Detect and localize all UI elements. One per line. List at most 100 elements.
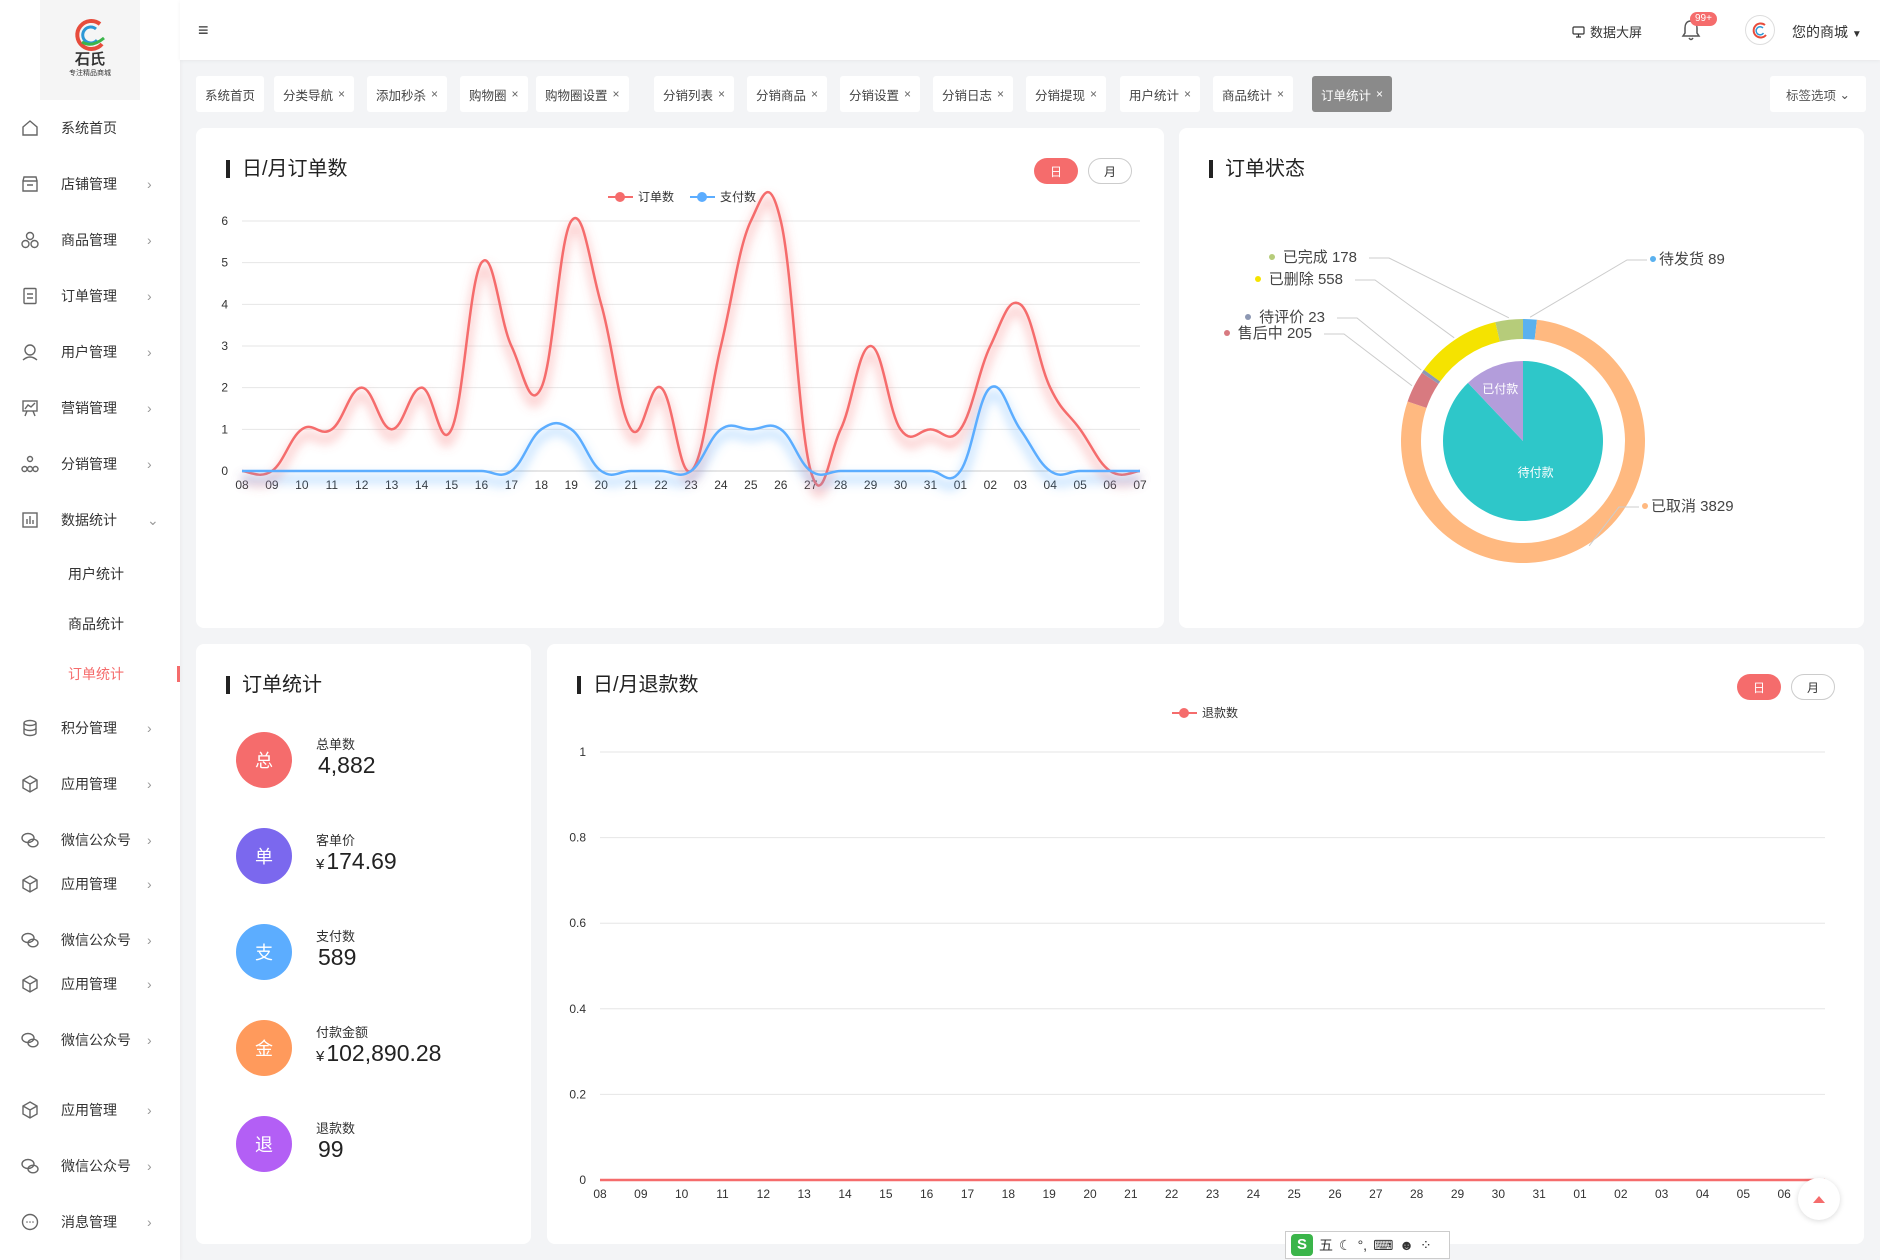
tab-6[interactable]: 分销商品 × (747, 76, 828, 112)
ime-toolbar[interactable]: S 五 ☾ °, ⌨ ☻ ⁘ (1285, 1231, 1450, 1259)
close-icon[interactable]: × (904, 87, 912, 101)
close-icon[interactable]: × (1277, 87, 1285, 101)
outer-ring-slice[interactable] (1495, 319, 1523, 342)
chevron-icon: › (147, 976, 152, 992)
close-icon[interactable]: × (997, 87, 1005, 101)
user-icon (22, 344, 38, 361)
chevron-icon: › (147, 720, 152, 736)
sidebar-item-user[interactable]: 用户管理 › (0, 332, 180, 372)
sidebar-item-order[interactable]: 订单管理 › (0, 276, 180, 316)
sidebar-subitem[interactable]: 商品统计 (0, 604, 180, 644)
legend-item[interactable]: 支付数 (690, 188, 756, 205)
outer-ring-slice[interactable] (1407, 372, 1439, 408)
orders-day-toggle[interactable]: 日 (1034, 158, 1078, 184)
chevron-icon: › (147, 176, 152, 192)
sidebar-item-app[interactable]: 应用管理 › (0, 764, 180, 804)
legend-label: 退款数 (1202, 706, 1239, 720)
outer-ring-slice[interactable] (1423, 322, 1500, 382)
sidebar-item-wechat[interactable]: 微信公众号 › (0, 920, 180, 960)
sidebar-item-points[interactable]: 积分管理 › (0, 708, 180, 748)
logo-title: 石氏 (74, 51, 105, 68)
points-icon (23, 719, 37, 737)
stat-label: 支付数 (316, 929, 356, 944)
close-icon[interactable]: × (1184, 87, 1192, 101)
ime-mode: 五 (1319, 1237, 1333, 1253)
label-leader-line (1588, 506, 1639, 547)
sidebar-subitem-label: 商品统计 (68, 616, 124, 632)
tab-0[interactable]: 系统首页 (196, 76, 265, 112)
order-status-title: 订单状态 (1209, 159, 1305, 179)
sidebar-item-app[interactable]: 应用管理 › (0, 964, 180, 1004)
close-icon[interactable]: × (511, 87, 519, 101)
orders-month-toggle[interactable]: 月 (1088, 158, 1132, 184)
inner-pie-slice[interactable] (1467, 361, 1523, 441)
y-tick-label: 5 (221, 256, 228, 270)
sidebar-subitem[interactable]: 用户统计 (0, 554, 180, 594)
legend-item[interactable]: 退款数 (1172, 704, 1238, 721)
sidebar-item-goods[interactable]: 商品管理 › (0, 220, 180, 260)
series-line (241, 191, 1141, 487)
stat-number: 589 (318, 944, 357, 970)
close-icon[interactable]: × (811, 87, 819, 101)
tab-9[interactable]: 分销提现 × (1026, 76, 1107, 112)
label-dot (1269, 254, 1275, 260)
label-dot (1245, 314, 1251, 320)
logo[interactable]: 石氏 专注精品商城 (40, 0, 140, 100)
tab-10[interactable]: 用户统计 × (1120, 76, 1201, 112)
app-icon (22, 975, 38, 993)
tab-1[interactable]: 分类导航 × (274, 76, 355, 112)
close-icon[interactable]: × (338, 87, 346, 101)
big-screen-link[interactable]: 数据大屏 (1572, 22, 1642, 41)
sidebar-item-wechat[interactable]: 微信公众号 › (0, 820, 180, 860)
sidebar-item-distribution[interactable]: 分销管理 › (0, 444, 180, 484)
chevron-icon: ⌄ (147, 511, 159, 528)
stat-icon: 金 (236, 1020, 292, 1076)
sidebar-item-statistics[interactable]: 数据统计 ⌄ (0, 500, 180, 540)
tab-5[interactable]: 分销列表 × (654, 76, 735, 112)
stat-value: ¥102,890.28 (316, 1040, 441, 1067)
close-icon[interactable]: × (431, 87, 439, 101)
outer-ring-slice[interactable] (1421, 369, 1441, 384)
tab-8[interactable]: 分销日志 × (933, 76, 1014, 112)
close-icon[interactable]: × (718, 87, 726, 101)
tab-7[interactable]: 分销设置 × (840, 76, 921, 112)
back-to-top-button[interactable] (1798, 1178, 1840, 1220)
sidebar-item-app[interactable]: 应用管理 › (0, 864, 180, 904)
tab-options-button[interactable]: 标签选项 ⌄ (1770, 76, 1866, 112)
tab-4[interactable]: 购物圈设置 × (536, 76, 629, 112)
arrow-up-icon (1813, 1196, 1825, 1203)
tab-12[interactable]: 订单统计 × (1312, 76, 1393, 112)
legend-label: 订单数 (638, 190, 675, 204)
y-tick-label: 6 (221, 214, 228, 228)
tab-3[interactable]: 购物圈 × (460, 76, 528, 112)
sidebar-subitem[interactable]: 订单统计 (0, 654, 180, 694)
close-icon[interactable]: × (1090, 87, 1098, 101)
sidebar-item-wechat[interactable]: 微信公众号 › (0, 1020, 180, 1060)
shop-name-dropdown[interactable]: 您的商城 ▼ (1792, 22, 1862, 42)
avatar[interactable] (1745, 15, 1775, 45)
sidebar-item-home[interactable]: 系统首页 (0, 108, 180, 148)
sidebar-item-message[interactable]: 消息管理 › (0, 1202, 180, 1242)
refund-month-toggle[interactable]: 月 (1791, 674, 1835, 700)
sidebar-item-app[interactable]: 应用管理 › (0, 1090, 180, 1130)
tab-11[interactable]: 商品统计 × (1213, 76, 1294, 112)
series-shadow (241, 196, 1141, 498)
sidebar-item-store[interactable]: 店铺管理 › (0, 164, 180, 204)
sidebar-item-label: 订单管理 (61, 288, 117, 304)
monitor-icon (1572, 25, 1585, 38)
outer-slice-label: 待发货 89 (1659, 251, 1725, 268)
wechat-icon (21, 1158, 39, 1174)
logo-subtitle: 专注精品商城 (69, 70, 111, 77)
y-tick-label: 0.2 (569, 1087, 586, 1101)
outer-ring-slice[interactable] (1523, 319, 1537, 340)
sidebar-item-wechat[interactable]: 微信公众号 › (0, 1146, 180, 1186)
close-icon[interactable]: × (1376, 87, 1384, 101)
sidebar-item-marketing[interactable]: 营销管理 › (0, 388, 180, 428)
menu-toggle-icon[interactable]: ≡ (198, 20, 209, 40)
outer-slice-label: 已删除 558 (1269, 271, 1343, 288)
legend-item[interactable]: 订单数 (608, 188, 674, 205)
sidebar-item-label: 用户管理 (61, 344, 117, 360)
tab-2[interactable]: 添加秒杀 × (367, 76, 448, 112)
close-icon[interactable]: × (612, 87, 620, 101)
refund-day-toggle[interactable]: 日 (1737, 674, 1781, 700)
